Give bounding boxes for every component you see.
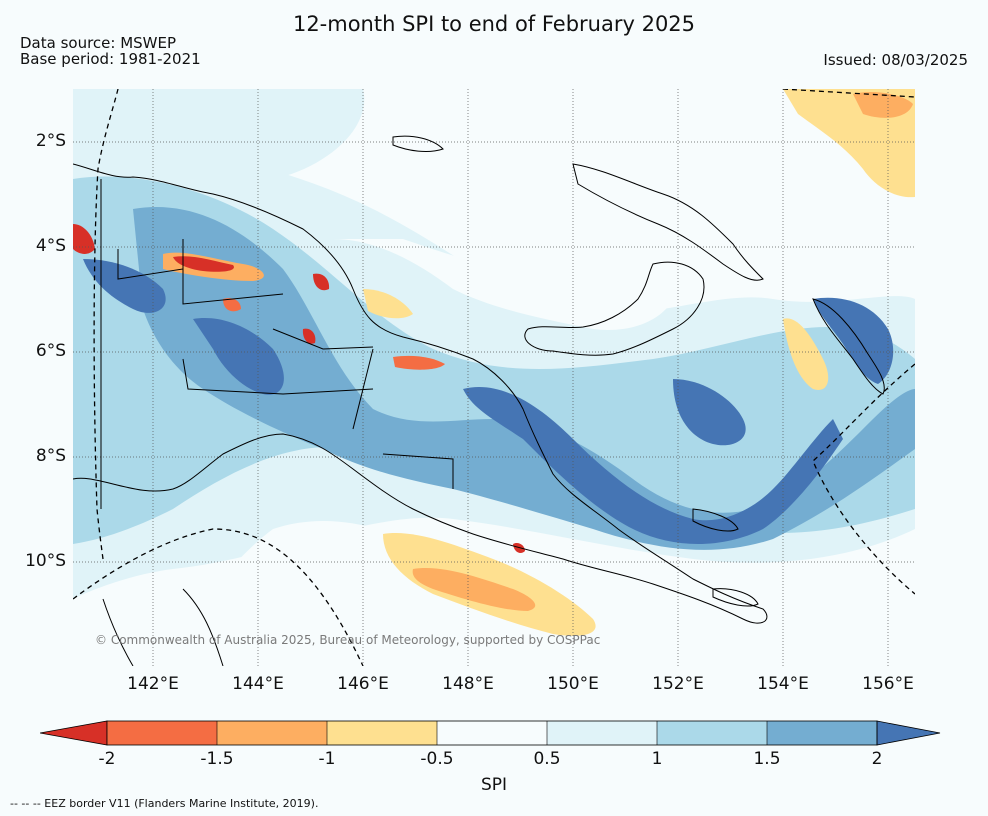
lat-label-6s: 6°S bbox=[35, 341, 66, 361]
eez-legend-note: -- -- -- EEZ border V11 (Flanders Marine… bbox=[10, 797, 319, 810]
lon-label-142e: 142°E bbox=[127, 674, 179, 694]
lat-label-2s: 2°S bbox=[35, 131, 66, 151]
map-title: 12-month SPI to end of February 2025 bbox=[292, 12, 696, 36]
colorbar-high-extend bbox=[876, 720, 941, 746]
colorbar-label: SPI bbox=[480, 775, 508, 795]
source-info: Data source: MSWEP Base period: 1981-202… bbox=[20, 35, 201, 67]
lat-label-8s: 8°S bbox=[35, 446, 66, 466]
colorbar bbox=[40, 720, 941, 746]
graticule bbox=[73, 89, 915, 666]
base-period-text: Base period: 1981-2021 bbox=[20, 50, 201, 68]
colorbar-bin bbox=[657, 721, 767, 745]
colorbar-tick: 1 bbox=[651, 749, 663, 769]
colorbar-bin bbox=[327, 721, 437, 745]
lat-label-10s: 10°S bbox=[25, 551, 66, 571]
spi-shading bbox=[73, 89, 915, 666]
colorbar-tick: -1 bbox=[318, 749, 336, 769]
lon-label-152e: 152°E bbox=[652, 674, 704, 694]
copyright-credit: © Commonwealth of Australia 2025, Bureau… bbox=[95, 633, 601, 647]
colorbar-tick: 2 bbox=[871, 749, 883, 769]
colorbar-bin bbox=[767, 721, 877, 745]
colorbar-bin bbox=[107, 721, 217, 745]
colorbar-tick: -2 bbox=[98, 749, 116, 769]
lon-label-148e: 148°E bbox=[442, 674, 494, 694]
lon-label-146e: 146°E bbox=[337, 674, 389, 694]
lon-label-150e: 150°E bbox=[547, 674, 599, 694]
data-source-text: Data source: MSWEP bbox=[20, 34, 177, 52]
issued-date: Issued: 08/03/2025 bbox=[823, 51, 968, 69]
colorbar-bin bbox=[217, 721, 327, 745]
colorbar-tick: 1.5 bbox=[753, 749, 781, 769]
spi-map bbox=[73, 89, 915, 666]
colorbar-tick: -1.5 bbox=[200, 749, 234, 769]
lat-label-4s: 4°S bbox=[35, 236, 66, 256]
lon-label-154e: 154°E bbox=[757, 674, 809, 694]
colorbar-bin bbox=[437, 721, 547, 745]
lon-label-144e: 144°E bbox=[232, 674, 284, 694]
colorbar-tick: -0.5 bbox=[420, 749, 454, 769]
colorbar-bin bbox=[547, 721, 657, 745]
colorbar-low-extend bbox=[40, 720, 108, 746]
eez-border bbox=[73, 89, 915, 666]
province-borders bbox=[100, 179, 454, 509]
colorbar-tick: 0.5 bbox=[533, 749, 561, 769]
coastlines bbox=[73, 135, 885, 666]
lon-label-156e: 156°E bbox=[862, 674, 914, 694]
